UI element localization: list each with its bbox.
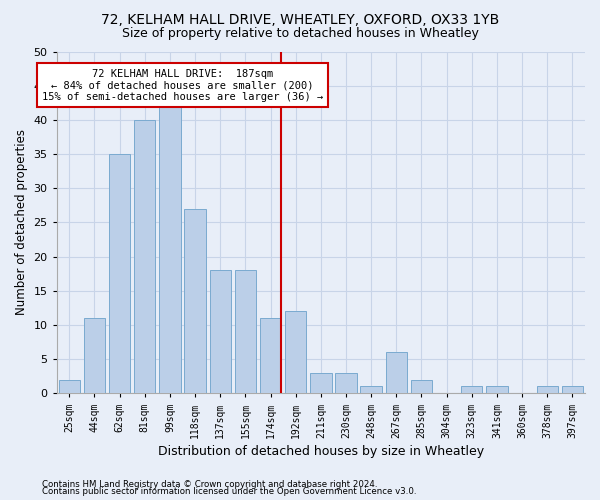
Bar: [84, 318, 105, 394]
Bar: [386, 352, 407, 394]
Bar: [260, 318, 281, 394]
Bar: [159, 106, 181, 394]
Bar: [209, 270, 231, 394]
Bar: [109, 154, 130, 394]
Bar: [134, 120, 155, 394]
Bar: [285, 312, 307, 394]
Bar: [335, 373, 357, 394]
Y-axis label: Number of detached properties: Number of detached properties: [15, 130, 28, 316]
Bar: [461, 386, 482, 394]
Text: 72, KELHAM HALL DRIVE, WHEATLEY, OXFORD, OX33 1YB: 72, KELHAM HALL DRIVE, WHEATLEY, OXFORD,…: [101, 12, 499, 26]
Text: 72 KELHAM HALL DRIVE:  187sqm
← 84% of detached houses are smaller (200)
15% of : 72 KELHAM HALL DRIVE: 187sqm ← 84% of de…: [42, 68, 323, 102]
Bar: [411, 380, 432, 394]
X-axis label: Distribution of detached houses by size in Wheatley: Distribution of detached houses by size …: [158, 444, 484, 458]
Bar: [562, 386, 583, 394]
Bar: [486, 386, 508, 394]
Bar: [536, 386, 558, 394]
Bar: [235, 270, 256, 394]
Text: Contains HM Land Registry data © Crown copyright and database right 2024.: Contains HM Land Registry data © Crown c…: [42, 480, 377, 489]
Bar: [184, 208, 206, 394]
Bar: [310, 373, 332, 394]
Bar: [59, 380, 80, 394]
Text: Size of property relative to detached houses in Wheatley: Size of property relative to detached ho…: [122, 28, 478, 40]
Bar: [361, 386, 382, 394]
Text: Contains public sector information licensed under the Open Government Licence v3: Contains public sector information licen…: [42, 487, 416, 496]
